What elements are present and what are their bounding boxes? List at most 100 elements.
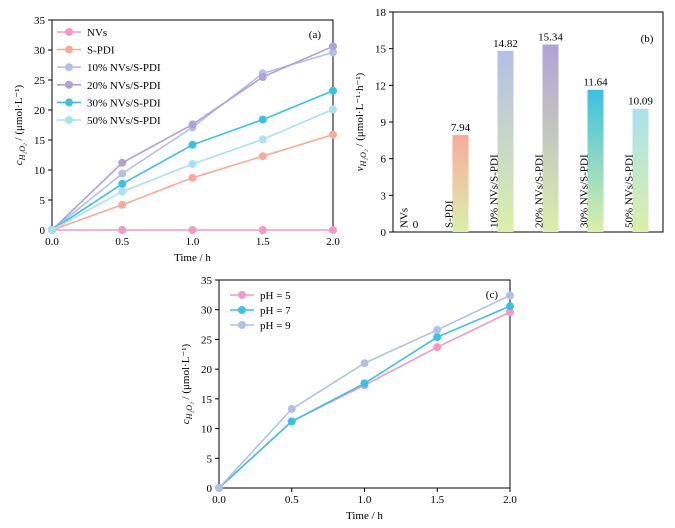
y-axis-label: cH₂O₂ / (μmol·L⁻¹) xyxy=(180,343,194,424)
data-point xyxy=(329,42,337,51)
data-point xyxy=(329,48,337,57)
y-tick-label: 20 xyxy=(34,105,46,117)
y-tick-label: 5 xyxy=(40,195,46,207)
data-point xyxy=(433,343,442,352)
data-point xyxy=(329,105,337,114)
y-tick-label: 15 xyxy=(201,394,213,406)
x-tick-label: 0.5 xyxy=(115,236,129,248)
plot-frame xyxy=(392,11,664,233)
data-point xyxy=(118,158,127,167)
bar xyxy=(587,89,604,232)
x-tick-label: 1.5 xyxy=(430,494,444,506)
x-tick-label: 1.0 xyxy=(186,236,200,248)
legend-marker xyxy=(65,28,73,36)
data-point xyxy=(118,200,127,209)
category-label: 50% NVs/S-PDI xyxy=(624,154,636,228)
y-tick-label: 0 xyxy=(381,227,387,239)
data-point xyxy=(215,484,223,492)
data-point xyxy=(506,308,514,317)
y-tick-label: 35 xyxy=(34,15,46,27)
y-tick-label: 6 xyxy=(381,154,387,166)
y-tick-label: 0 xyxy=(207,483,213,495)
category-label: 30% NVs/S-PDI xyxy=(579,154,591,228)
y-tick-label: 35 xyxy=(201,275,213,287)
y-label-unit: / (μmol·L⁻¹) xyxy=(180,343,192,402)
y-tick-label: 10 xyxy=(201,424,213,436)
legend-label: 20% NVs/S-PDI xyxy=(87,80,161,92)
y-label-symbol: v xyxy=(354,166,366,171)
x-tick-label: 2.0 xyxy=(503,494,517,506)
y-label-subscript: H₂O₂ xyxy=(18,143,27,161)
y-tick-label: 15 xyxy=(375,44,387,56)
data-point xyxy=(433,325,442,334)
legend-marker xyxy=(65,116,73,124)
data-point xyxy=(118,169,127,178)
category-label: 20% NVs/S-PDI xyxy=(534,154,546,228)
chart-c: 0.0 0.5 1.0 1.5 2.0 0 5 10 15 20 25 30 35 Time / h cH₂… xyxy=(180,275,517,522)
y-tick-label: 30 xyxy=(201,305,213,317)
data-point xyxy=(506,291,514,300)
y-tick-label: 9 xyxy=(381,117,387,129)
legend-marker xyxy=(65,98,73,107)
legend-marker xyxy=(238,291,246,299)
data-point xyxy=(188,160,197,168)
bar xyxy=(452,134,469,232)
y-label-subscript: H₂O₂ xyxy=(185,402,194,420)
bar-value-label: 7.94 xyxy=(451,122,471,134)
legend-marker xyxy=(65,63,73,72)
x-tick-label: 0.5 xyxy=(285,494,299,506)
y-tick-label: 10 xyxy=(34,165,46,177)
bar xyxy=(497,50,514,232)
data-point xyxy=(258,115,267,124)
legend-label: pH = 9 xyxy=(260,320,291,332)
y-tick-label: 5 xyxy=(207,453,213,465)
x-tick-label: 0.0 xyxy=(212,494,226,506)
y-tick-label: 3 xyxy=(381,190,387,202)
bar xyxy=(542,44,559,233)
data-point xyxy=(118,226,127,234)
y-label-unit: / (μmol·L⁻¹) xyxy=(13,84,25,143)
bar-value-label: 10.09 xyxy=(628,96,653,108)
data-point xyxy=(329,226,337,234)
panel-label: (c) xyxy=(486,289,499,301)
data-point xyxy=(118,179,127,188)
y-label-unit: / (μmol·L⁻¹·h⁻¹) xyxy=(354,72,366,149)
category-label: S-PDI xyxy=(444,200,456,228)
series-line-0 xyxy=(218,311,511,489)
y-label-symbol: c xyxy=(13,160,25,165)
legend-marker xyxy=(238,306,246,314)
y-tick-label: 30 xyxy=(34,45,46,57)
data-point xyxy=(258,73,267,81)
y-axis-label: vH₂O₂ / (μmol·L⁻¹·h⁻¹) xyxy=(354,72,368,171)
y-tick-label: 20 xyxy=(201,364,213,376)
data-point xyxy=(258,226,267,234)
data-point xyxy=(188,140,197,149)
panel-label: (b) xyxy=(641,33,654,45)
y-label-symbol: c xyxy=(180,419,192,424)
y-tick-label: 18 xyxy=(375,7,387,19)
data-point xyxy=(360,379,369,388)
y-tick-label: 12 xyxy=(375,80,386,92)
data-point xyxy=(188,173,197,182)
y-tick-label: 0 xyxy=(40,225,46,237)
legend-label: S-PDI xyxy=(87,45,115,57)
x-axis-label: Time / h xyxy=(346,510,383,522)
data-point xyxy=(360,359,369,368)
legend-marker xyxy=(65,45,73,54)
y-axis-label: cH₂O₂ / (μmol·L⁻¹) xyxy=(13,84,27,165)
data-point xyxy=(188,226,197,234)
legend-label: 50% NVs/S-PDI xyxy=(87,115,161,127)
legend-label: pH = 7 xyxy=(260,305,291,317)
chart-a: 0.0 0.5 1.0 1.5 2.0 0 5 10 15 20 25 30 35 Time / h cH₂… xyxy=(13,15,340,264)
legend-label: 10% NVs/S-PDI xyxy=(87,62,161,74)
data-point xyxy=(287,417,296,426)
y-tick-label: 15 xyxy=(34,135,46,147)
bar-value-label: 0 xyxy=(413,219,419,231)
bar xyxy=(632,108,649,232)
x-tick-label: 1.5 xyxy=(256,236,270,248)
x-tick-label: 1.0 xyxy=(358,494,372,506)
category-label: NVs xyxy=(399,208,411,228)
legend-label: pH = 5 xyxy=(260,290,291,302)
